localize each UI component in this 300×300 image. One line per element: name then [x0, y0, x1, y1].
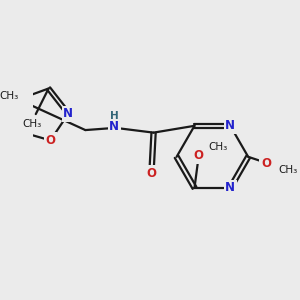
Text: CH₃: CH₃	[23, 119, 42, 129]
Text: N: N	[225, 119, 235, 132]
Text: N: N	[63, 107, 73, 120]
Text: N: N	[110, 120, 119, 133]
Text: O: O	[194, 149, 204, 162]
Text: CH₃: CH₃	[279, 165, 298, 175]
Text: N: N	[225, 181, 235, 194]
Text: O: O	[261, 157, 271, 170]
Text: O: O	[45, 134, 56, 147]
Text: H: H	[110, 111, 119, 122]
Text: O: O	[147, 167, 157, 180]
Text: CH₃: CH₃	[0, 91, 19, 101]
Text: CH₃: CH₃	[208, 142, 227, 152]
